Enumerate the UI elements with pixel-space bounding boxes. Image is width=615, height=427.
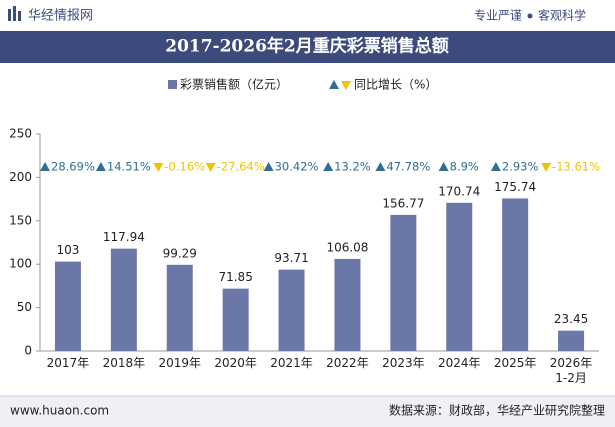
x-tick-label: 2018年	[102, 356, 146, 370]
growth-marker	[153, 163, 164, 172]
growth-label: -27.64%	[217, 160, 265, 174]
bar	[222, 288, 249, 351]
growth-marker	[541, 163, 552, 172]
growth-label: 30.42%	[275, 160, 319, 174]
growth-marker	[263, 162, 274, 171]
y-tick-label: 100	[9, 257, 32, 271]
value-label: 93.71	[274, 251, 308, 265]
value-label: 156.77	[382, 196, 424, 210]
bar	[502, 198, 529, 351]
y-tick-label: 50	[17, 300, 32, 314]
growth-label: -13.61%	[552, 160, 600, 174]
x-tick-label: 2024年	[437, 356, 481, 370]
legend-label: 彩票销售额（亿元）	[180, 77, 288, 92]
x-tick-label: 2022年	[326, 356, 369, 370]
growth-label: -0.16%	[164, 160, 205, 174]
y-tick-label: 150	[9, 213, 32, 227]
growth-label: 28.69%	[51, 160, 95, 174]
value-label: 175.74	[494, 180, 536, 194]
growth-marker	[95, 162, 106, 171]
logo	[18, 11, 21, 21]
legend-swatch	[341, 81, 351, 90]
growth-marker	[40, 162, 51, 171]
footer-bar	[0, 396, 615, 427]
legend-label: 同比增长（%）	[354, 78, 437, 92]
dot	[527, 13, 533, 19]
bar	[278, 269, 305, 351]
x-tick-label: 2025年	[493, 356, 537, 370]
x-tick-label: 2026年 1-2月	[549, 356, 593, 385]
chart-title: 2017-2026年2月重庆彩票销售总额	[165, 36, 449, 57]
bar	[390, 214, 417, 351]
value-label: 106.08	[326, 240, 368, 254]
x-tick-label: 2019年	[158, 356, 202, 370]
growth-label: 47.78%	[386, 160, 430, 174]
logo	[13, 6, 16, 21]
bar	[110, 248, 137, 351]
source: 数据来源：财政部，华经产业研究院整理	[389, 403, 605, 418]
website: www.huaon.com	[10, 404, 109, 418]
value-label: 117.94	[103, 230, 145, 244]
y-tick-label: 0	[24, 344, 32, 358]
value-label: 71.85	[218, 270, 252, 284]
growth-label: 13.2%	[334, 160, 371, 174]
legend-swatch	[168, 80, 177, 89]
bar	[558, 330, 585, 351]
value-label: 99.29	[163, 246, 197, 260]
growth-label: 14.51%	[107, 160, 151, 174]
x-tick-label: 2020年	[214, 356, 257, 370]
value-label: 170.74	[438, 184, 480, 198]
value-label: 103	[56, 243, 79, 257]
growth-marker	[490, 162, 501, 171]
x-tick-label: 2021年	[270, 356, 313, 370]
growth-marker	[438, 162, 449, 171]
growth-marker	[205, 163, 216, 172]
x-tick-label: 2023年	[382, 356, 425, 370]
legend-swatch	[329, 80, 339, 89]
bar	[334, 258, 361, 351]
growth-marker	[375, 162, 386, 171]
title-bar	[0, 31, 615, 63]
x-tick-label: 2017年	[46, 356, 90, 370]
bar	[166, 264, 193, 351]
y-tick-label: 250	[9, 127, 32, 141]
growth-label: 2.93%	[502, 160, 539, 174]
bar	[446, 202, 473, 351]
growth-label: 8.9%	[450, 160, 479, 174]
value-label: 23.45	[554, 312, 588, 326]
tagline: 客观科学	[538, 8, 586, 23]
growth-marker	[323, 162, 334, 171]
brand: 华经情报网	[28, 9, 93, 24]
y-tick-label: 200	[9, 170, 32, 184]
logo	[8, 9, 11, 21]
bar	[54, 261, 81, 351]
tagline: 专业严谨	[474, 8, 522, 23]
